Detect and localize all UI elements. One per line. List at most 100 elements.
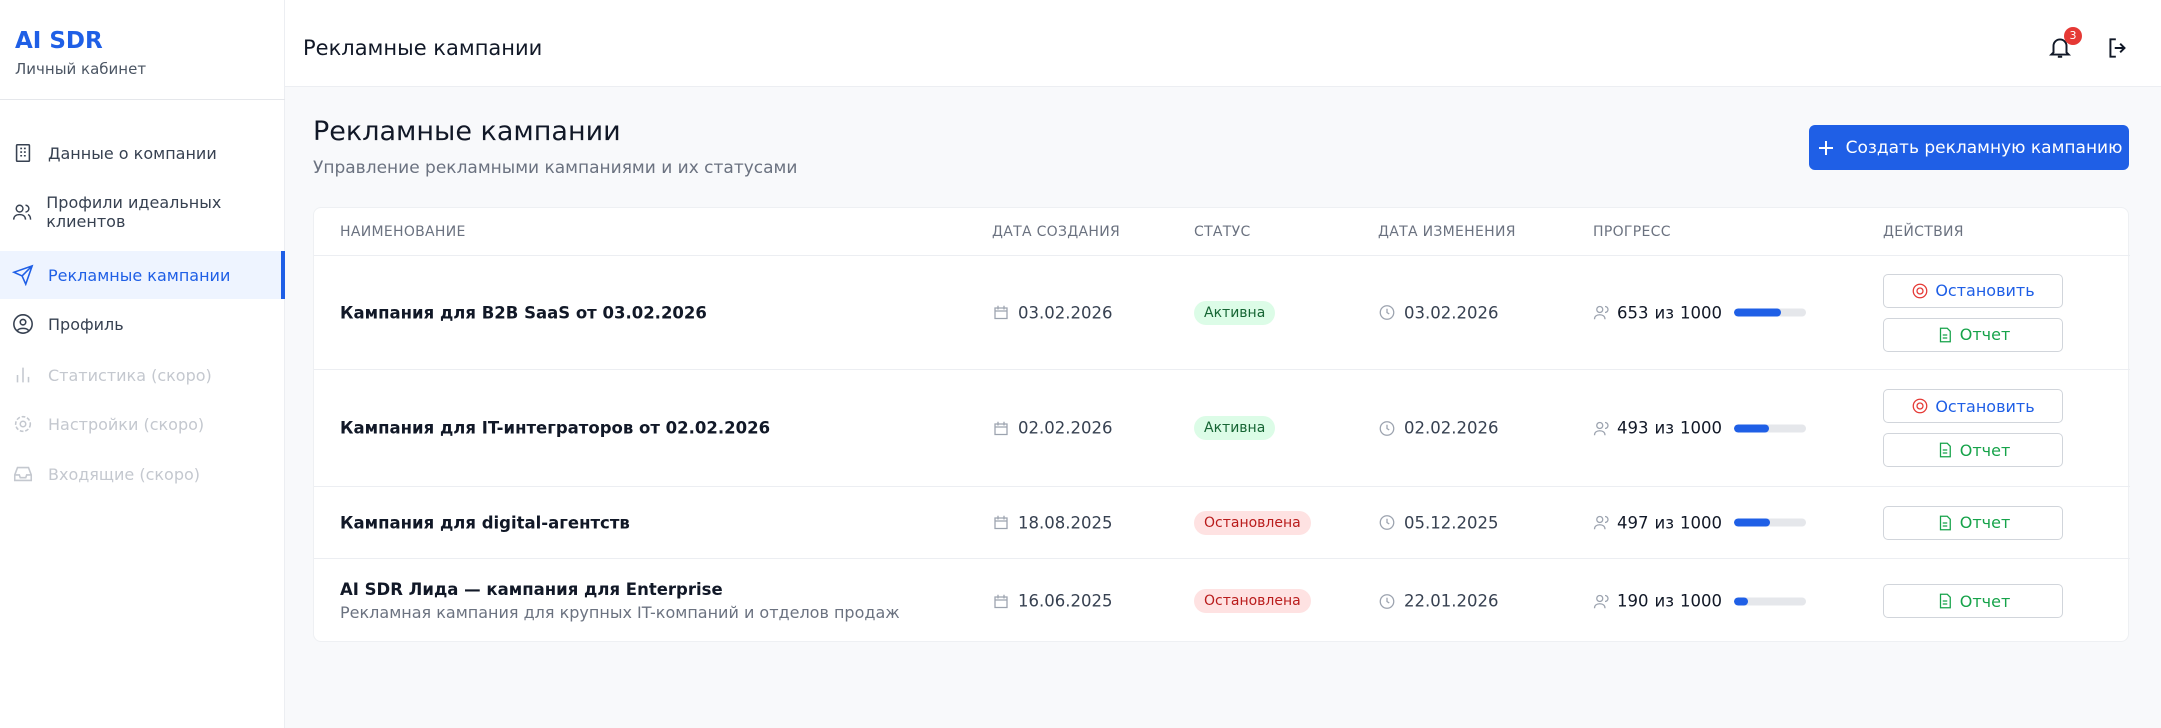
- nav-item[interactable]: Профили идеальных клиентов: [0, 188, 285, 236]
- create-button[interactable]: Создать рекламную кампанию: [1809, 125, 2129, 170]
- nav-label: Данные о компании: [48, 143, 217, 163]
- icon-shape: [994, 594, 1008, 608]
- column-header: ДАТА СОЗДАНИЯ: [992, 224, 1121, 240]
- icon: [994, 421, 1008, 435]
- icon-shape: [1379, 593, 1395, 609]
- progress-track: [1734, 308, 1806, 317]
- actions-cell: Остановить Отчет: [1883, 273, 2063, 352]
- icon: [1593, 421, 1609, 435]
- icon: [1379, 420, 1395, 436]
- icon: [1939, 442, 1951, 458]
- nav-item[interactable]: Данные о компании: [0, 129, 285, 177]
- progress-track: [1734, 597, 1806, 605]
- icon-shape: [1593, 305, 1609, 320]
- progress-of: из: [1654, 513, 1675, 532]
- nav-item[interactable]: Профиль: [0, 300, 285, 348]
- nav-item-active[interactable]: Рекламные кампании: [0, 251, 285, 299]
- report-button[interactable]: Отчет: [1883, 433, 2063, 467]
- plus-icon: [1818, 140, 1833, 155]
- table-row: Кампания для IT-интеграторов от 02.02.20…: [314, 369, 2130, 486]
- icon-shape: [1939, 327, 1951, 342]
- icon: [1912, 398, 1928, 414]
- action-label: Остановить: [1935, 396, 2035, 416]
- created-date: 18.08.2025: [1018, 513, 1113, 532]
- campaign-name: AI SDR Лида — кампания для Enterprise: [340, 580, 723, 599]
- progress-cell: 497 из 1000: [1593, 513, 1806, 532]
- icon: [1939, 593, 1951, 609]
- name-cell: AI SDR Лида — кампания для Enterprise Рек…: [340, 580, 900, 622]
- changed-date: 22.01.2026: [1404, 591, 1499, 611]
- created-date: 16.06.2025: [1018, 591, 1113, 611]
- status-badge: Активна: [1194, 300, 1276, 325]
- nav-item-disabled: Входящие (скоро): [0, 450, 285, 498]
- nav-label: Статистика (скоро): [48, 365, 212, 385]
- progress-of: из: [1654, 591, 1675, 611]
- progress-done: 190: [1617, 591, 1649, 611]
- page-subtitle: Управление рекламными кампаниями и их ст…: [313, 158, 798, 178]
- nav-label: Входящие (скоро): [48, 464, 200, 484]
- column-header: НАИМЕНОВАНИЕ: [340, 224, 466, 240]
- actions-cell: Остановить Отчет: [1883, 389, 2063, 467]
- created-date: 03.02.2026: [1018, 303, 1113, 322]
- create-label: Создать рекламную кампанию: [1845, 137, 2123, 158]
- icon: [1379, 593, 1395, 609]
- table-row: Кампания для B2B SaaS от 03.02.2026 03.02…: [314, 255, 2130, 369]
- nav-item-disabled: Статистика (скоро): [0, 351, 285, 399]
- column-header: ДАТА ИЗМЕНЕНИЯ: [1378, 224, 1516, 240]
- icon: [1379, 515, 1395, 530]
- icon-shape: [994, 421, 1008, 435]
- column-header: СТАТУС: [1194, 224, 1251, 240]
- campaign-name: Кампания для IT-интеграторов от 02.02.20…: [340, 418, 771, 438]
- status-cell: Активна: [1194, 300, 1276, 325]
- status-cell: Остановлена: [1194, 510, 1311, 535]
- progress-done: 493: [1617, 418, 1649, 438]
- name-cell: Кампания для digital-агентств: [340, 513, 630, 532]
- icon-shape: [1379, 515, 1395, 530]
- progress-total: 1000: [1680, 418, 1722, 438]
- changed-date: 02.02.2026: [1404, 418, 1499, 438]
- changed-cell: 02.02.2026: [1378, 419, 1498, 438]
- table-row: AI SDR Лида — кампания для Enterprise Рек…: [314, 558, 2130, 643]
- icon-shape: [1593, 594, 1609, 608]
- column-header: ПРОГРЕСС: [1593, 224, 1671, 240]
- icon: [1939, 327, 1951, 342]
- created-date: 02.02.2026: [1018, 418, 1113, 438]
- nav-label: Профили идеальных клиентов: [46, 193, 222, 231]
- progress-cell: 190 из 1000: [1593, 592, 1806, 611]
- created-cell: 18.08.2025: [992, 513, 1112, 532]
- campaign-description: Рекламная кампания для крупных IT-компан…: [340, 603, 900, 622]
- icon-shape: [1912, 283, 1928, 298]
- stop-button[interactable]: Остановить: [1883, 273, 2063, 308]
- nav-label: Настройки (скоро): [48, 414, 205, 434]
- logo[interactable]: AI SDR: [15, 28, 103, 54]
- logo-subtitle: Личный кабинет: [15, 60, 147, 78]
- report-button[interactable]: Отчет: [1883, 317, 2063, 352]
- icon: [994, 594, 1008, 608]
- progress-done: 497: [1617, 513, 1649, 532]
- status-badge: Остановлена: [1194, 510, 1311, 535]
- report-button[interactable]: Отчет: [1883, 505, 2063, 540]
- progress-cell: 493 из 1000: [1593, 419, 1806, 438]
- created-cell: 03.02.2026: [992, 303, 1112, 322]
- changed-date: 05.12.2025: [1404, 513, 1499, 532]
- icon-shape: [1912, 398, 1928, 414]
- action-label: Отчет: [1959, 325, 2011, 344]
- action-label: Отчет: [1959, 591, 2011, 611]
- status-cell: Остановлена: [1194, 589, 1311, 613]
- name-cell: Кампания для B2B SaaS от 03.02.2026: [340, 303, 707, 322]
- status-badge: Активна: [1194, 416, 1276, 440]
- icon-shape: [1939, 442, 1951, 458]
- progress-cell: 653 из 1000: [1593, 303, 1806, 322]
- campaign-name: Кампания для B2B SaaS от 03.02.2026: [340, 303, 707, 322]
- notifications-button[interactable]: [2047, 34, 2073, 60]
- campaign-table: НАИМЕНОВАНИЕ ДАТА СОЗДАНИЯ СТАТУС ДАТА ИЗМЕ…: [313, 207, 2130, 643]
- icon: [1593, 305, 1609, 320]
- report-button[interactable]: Отчет: [1883, 584, 2063, 618]
- stop-button[interactable]: Остановить: [1883, 389, 2063, 423]
- progress-of: из: [1654, 303, 1675, 322]
- progress-bar: [1734, 308, 1782, 317]
- icon-shape: [994, 305, 1008, 320]
- progress-of: из: [1654, 418, 1675, 438]
- icon: [994, 515, 1008, 530]
- logout-button[interactable]: [2105, 35, 2131, 61]
